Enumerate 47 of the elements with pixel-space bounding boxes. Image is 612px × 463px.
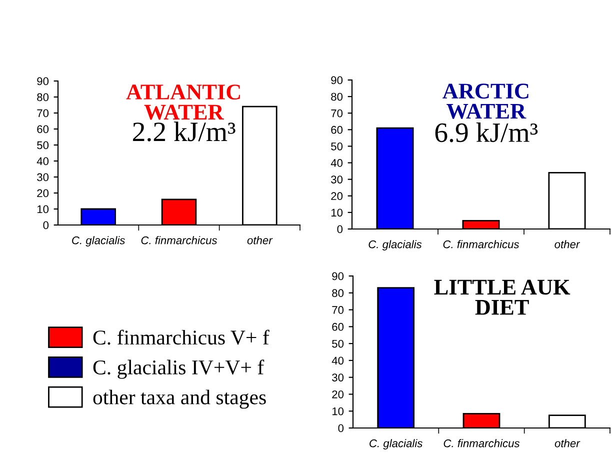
x-tick-label: C. finmarchicus: [443, 240, 520, 248]
y-tick-label: 80: [331, 92, 343, 101]
y-tick-label: 0: [337, 225, 343, 234]
y-tick-label: 10: [37, 205, 49, 214]
y-tick-label: 0: [43, 221, 49, 230]
y-tick-label: 70: [37, 109, 49, 118]
y-tick-label: 20: [332, 390, 344, 398]
text: 6.9 kJ/m³: [435, 122, 538, 142]
x-tick-label: other: [247, 236, 273, 244]
y-tick-label: 70: [331, 109, 343, 118]
x-tick-label: other: [554, 439, 580, 448]
y-tick-label: 90: [331, 76, 343, 84]
y-tick-label: 0: [338, 424, 344, 432]
text: C. finmarchicus V+ f: [93, 330, 270, 345]
y-tick-label: 60: [331, 126, 343, 134]
y-tick-label: 40: [332, 356, 344, 365]
y-tick-label: 40: [36, 157, 49, 166]
y-tick-label: 10: [331, 208, 343, 217]
y-tick-label: 80: [37, 93, 49, 102]
text: other taxa and stages: [93, 390, 266, 409]
x-tick-label: C. glacialis: [72, 236, 125, 246]
y-tick-label: 70: [332, 306, 344, 314]
chart-title: LITTLE AUK DIET: [434, 280, 570, 315]
x-tick-label: C. glacialis: [368, 240, 422, 250]
y-tick-label: 50: [332, 340, 344, 348]
y-tick-label: 50: [331, 142, 343, 150]
text: C. glacialis IV+V+ f: [93, 360, 264, 379]
y-tick-label: 20: [331, 192, 343, 200]
y-tick-label: 30: [332, 374, 344, 382]
x-tick-label: C. finmarchicus: [444, 439, 520, 448]
y-tick-label: 20: [37, 189, 49, 198]
y-tick-label: 50: [37, 141, 49, 150]
x-tick-label: C. glacialis: [370, 439, 422, 450]
y-tick-label: 90: [332, 272, 344, 280]
y-tick-label: 90: [37, 77, 49, 86]
text: 2.2 kJ/m³: [133, 122, 236, 142]
y-tick-label: 80: [332, 289, 344, 298]
x-tick-label: C. finmarchicus: [141, 236, 218, 244]
y-tick-label: 40: [330, 159, 343, 167]
y-tick-label: 10: [332, 407, 344, 416]
chart-title: ARCTIC WATER: [442, 84, 528, 119]
y-tick-label: 60: [37, 125, 49, 134]
chart-title: ATLANTIC WATER: [126, 84, 240, 120]
y-tick-label: 30: [331, 176, 343, 184]
y-tick-label: 30: [37, 173, 49, 182]
y-tick-label: 60: [332, 322, 344, 331]
x-tick-label: other: [554, 240, 580, 248]
